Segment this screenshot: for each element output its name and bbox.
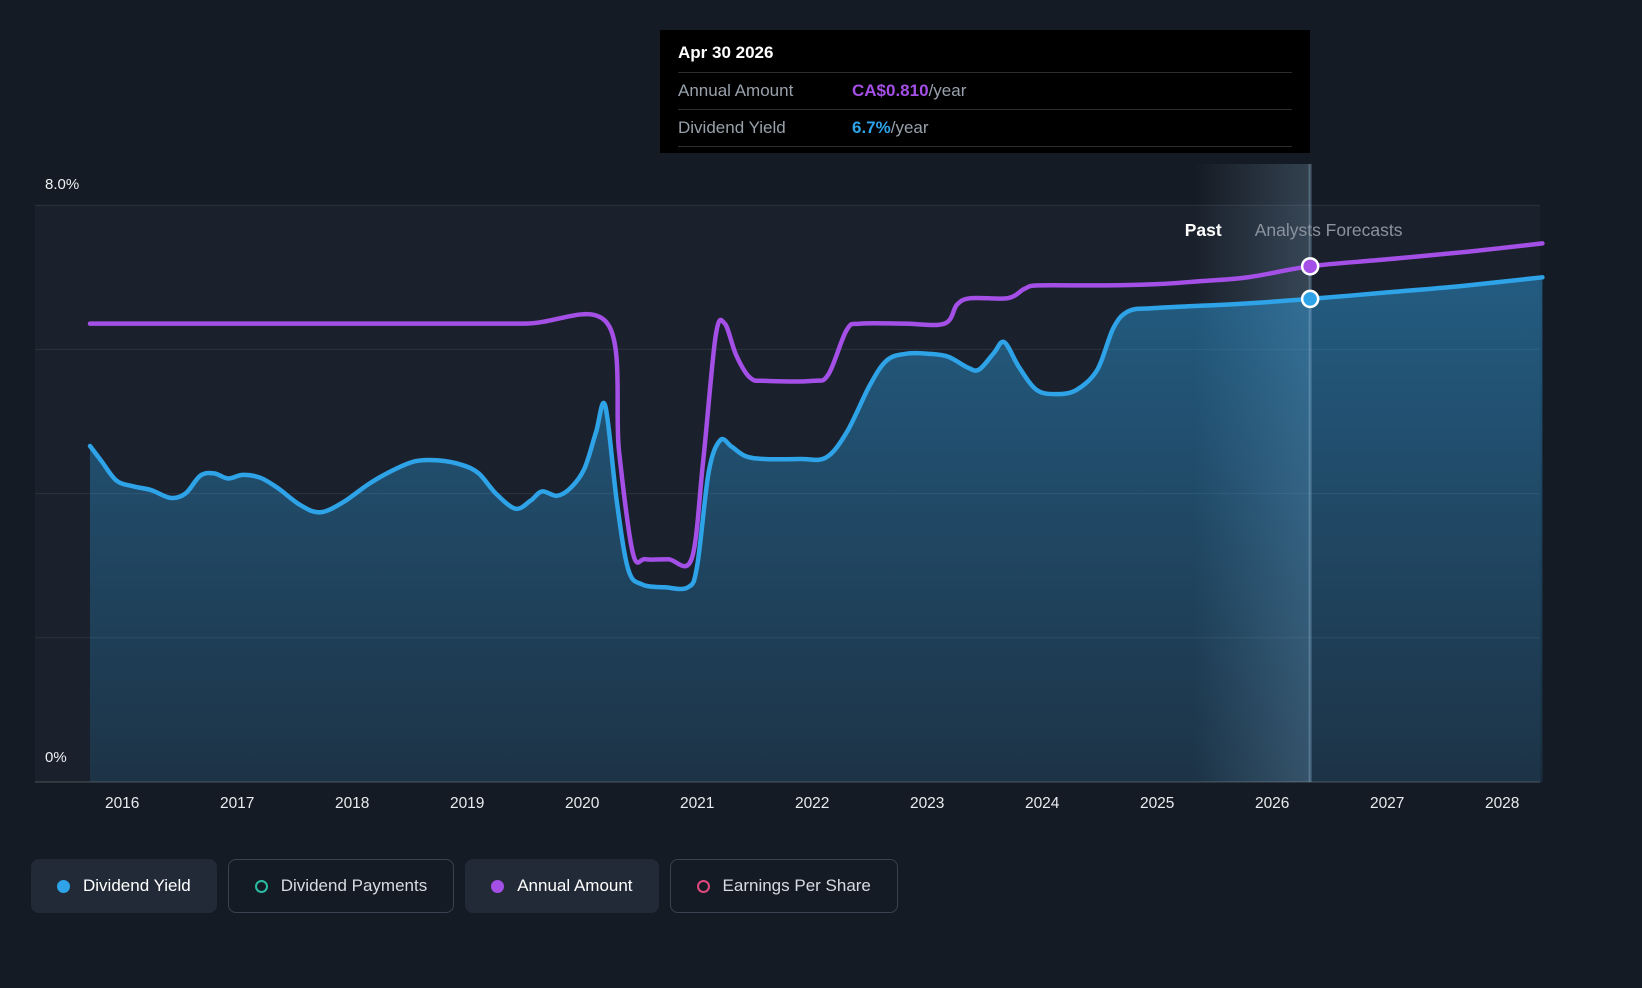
- annual-amount-line: [87, 241, 1545, 569]
- legend-item-annual-amount[interactable]: Annual Amount: [465, 859, 659, 913]
- x-tick-label-2018: 2018: [334, 795, 370, 812]
- y-axis-bottom-label: 0%: [45, 749, 67, 766]
- x-tick-label-2023: 2023: [909, 795, 945, 812]
- x-tick-label-2017: 2017: [219, 795, 255, 812]
- hover-cursor-line: [1308, 164, 1312, 782]
- earnings-per-share-marker-icon: [696, 879, 710, 893]
- dividend-payments-marker-icon: [254, 879, 268, 893]
- annual-amount-value: CA$0.810: [852, 81, 929, 100]
- value-suffix: /year: [928, 81, 967, 100]
- chart-legend: Dividend Yield Dividend Payments Annual Am…: [31, 859, 898, 913]
- legend-item-dividend-payments[interactable]: Dividend Payments: [227, 859, 455, 913]
- x-tick-label-2022: 2022: [794, 795, 830, 812]
- tooltip-rows: Annual Amount CA$0.810/year Dividend Yie…: [678, 72, 1292, 147]
- chart-tooltip: Apr 30 2026 Annual Amount CA$0.810/year …: [660, 30, 1310, 153]
- x-tick-label-2021: 2021: [679, 795, 715, 812]
- tooltip-label: Dividend Yield: [678, 118, 786, 137]
- value-suffix: /year: [890, 118, 929, 137]
- legend-item-dividend-yield[interactable]: Dividend Yield: [31, 859, 217, 913]
- tooltip-value: CA$0.810/year: [852, 81, 966, 101]
- x-tick-label-2020: 2020: [564, 795, 600, 812]
- tooltip-row-dividend-yield: Dividend Yield 6.7%/year: [678, 110, 1292, 147]
- annual-amount-hover-marker: [1300, 257, 1320, 276]
- legend-label: Earnings Per Share: [722, 876, 871, 895]
- dividend-yield-marker-icon: [57, 879, 70, 893]
- x-tick-label-2028: 2028: [1484, 795, 1520, 812]
- legend-label: Dividend Payments: [280, 876, 428, 895]
- past-label: Past: [1184, 220, 1222, 240]
- x-tick-label-2016: 2016: [104, 795, 140, 812]
- legend-item-earnings-per-share[interactable]: Earnings Per Share: [669, 859, 898, 913]
- x-tick-label-2019: 2019: [449, 795, 485, 812]
- x-tick-label-2024: 2024: [1024, 795, 1060, 812]
- y-axis-top-label: 8.0%: [45, 176, 80, 193]
- dividend-yield-hover-marker: [1300, 289, 1320, 309]
- tooltip-label: Annual Amount: [678, 81, 794, 100]
- tooltip-date: Apr 30 2026: [678, 43, 774, 62]
- dividend-yield-value: 6.7%: [852, 118, 891, 137]
- legend-label: Dividend Yield: [83, 876, 191, 895]
- x-tick-label-2025: 2025: [1139, 795, 1175, 812]
- analysts-forecasts-label: Analysts Forecasts: [1254, 220, 1403, 240]
- dividend-yield-line: [87, 275, 1545, 592]
- dividend-yield-area: [90, 277, 1543, 782]
- tooltip-value: 6.7%/year: [852, 118, 929, 138]
- annual-amount-marker-icon: [491, 879, 505, 893]
- legend-label: Annual Amount: [517, 876, 633, 895]
- x-axis: 2016 2017 2018 2019 2020 2021 2022 2023 2024 2025…: [0, 795, 1642, 821]
- tooltip-row-annual-amount: Annual Amount CA$0.810/year: [678, 73, 1292, 110]
- x-tick-label-2027: 2027: [1369, 795, 1405, 812]
- x-tick-label-2026: 2026: [1254, 795, 1290, 812]
